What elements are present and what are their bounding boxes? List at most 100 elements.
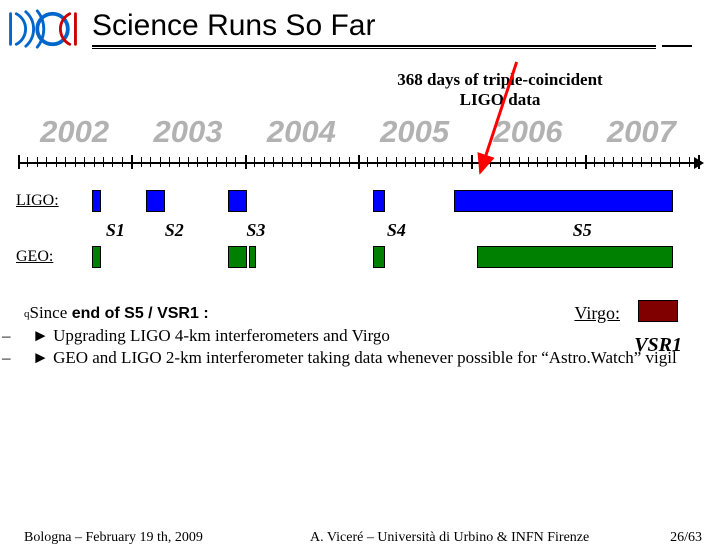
tick-minor <box>641 157 642 167</box>
tick-minor <box>386 157 387 167</box>
tick-minor <box>519 157 520 167</box>
tick-minor <box>94 157 95 167</box>
tick-minor <box>273 157 274 167</box>
run-bar <box>373 190 385 212</box>
tick-minor <box>103 157 104 167</box>
tick-minor <box>689 157 690 167</box>
tick-minor <box>632 157 633 167</box>
title-wrap: Science Runs So Far <box>82 9 716 49</box>
run-name-label: S2 <box>165 220 184 241</box>
tick-minor <box>216 157 217 167</box>
tick-minor <box>264 157 265 167</box>
tick-minor <box>46 157 47 167</box>
tick-minor <box>462 157 463 167</box>
note-item: –► Upgrading LIGO 4-km interferometers a… <box>24 325 696 347</box>
tick-minor <box>84 157 85 167</box>
run-name-label: S1 <box>106 220 125 241</box>
tick-minor <box>575 157 576 167</box>
year-label: 2005 <box>380 114 449 150</box>
note-items: –► Upgrading LIGO 4-km interferometers a… <box>24 325 696 369</box>
ligo-row: LIGO: <box>18 190 702 218</box>
run-name-label: S3 <box>246 220 265 241</box>
tick-major <box>18 155 20 169</box>
tick-minor <box>330 157 331 167</box>
tick-minor <box>396 157 397 167</box>
year-label: 2006 <box>494 114 563 150</box>
year-label: 2004 <box>267 114 336 150</box>
tick-minor <box>27 157 28 167</box>
tick-minor <box>405 157 406 167</box>
tick-minor <box>65 157 66 167</box>
run-name-label: S5 <box>573 220 592 241</box>
tick-major <box>698 155 700 169</box>
tick-minor <box>75 157 76 167</box>
ligo-logo <box>4 8 82 50</box>
tick-minor <box>349 157 350 167</box>
note-lead-bold: end of S5 / VSR1 : <box>67 305 208 322</box>
tick-minor <box>566 157 567 167</box>
run-bar <box>228 190 247 212</box>
notes-block: qSince end of S5 / VSR1 : –► Upgrading L… <box>24 302 696 369</box>
tick-minor <box>377 157 378 167</box>
tick-minor <box>282 157 283 167</box>
timeline: 200220032004200520062007 <box>18 114 702 178</box>
tick-major <box>358 155 360 169</box>
tick-minor <box>37 157 38 167</box>
tick-minor <box>179 157 180 167</box>
year-label: 2002 <box>40 114 109 150</box>
tick-minor <box>424 157 425 167</box>
tick-minor <box>500 157 501 167</box>
tick-minor <box>367 157 368 167</box>
run-bar <box>146 190 165 212</box>
run-bar <box>249 246 256 268</box>
tick-minor <box>622 157 623 167</box>
runs-area: LIGO: S1 S2 S3 S4 S5 GEO: <box>18 190 702 274</box>
tick-minor <box>528 157 529 167</box>
geo-label: GEO: <box>16 248 53 266</box>
tick-minor <box>443 157 444 167</box>
footer-left: Bologna – February 19 th, 2009 <box>24 530 203 546</box>
tick-minor <box>188 157 189 167</box>
tick-minor <box>160 157 161 167</box>
tick-minor <box>490 157 491 167</box>
tick-major <box>471 155 473 169</box>
note-item: –► GEO and LIGO 2-km interferometer taki… <box>24 347 696 369</box>
tick-minor <box>320 157 321 167</box>
caption-line2: LIGO data <box>460 90 541 109</box>
tick-minor <box>660 157 661 167</box>
tick-major <box>131 155 133 169</box>
year-label: 2007 <box>607 114 676 150</box>
tick-minor <box>594 157 595 167</box>
tick-minor <box>301 157 302 167</box>
tick-minor <box>311 157 312 167</box>
tick-minor <box>112 157 113 167</box>
tick-minor <box>556 157 557 167</box>
tick-minor <box>235 157 236 167</box>
run-bar <box>228 246 247 268</box>
tick-major <box>585 155 587 169</box>
ligo-label: LIGO: <box>16 192 59 210</box>
geo-row: GEO: <box>18 246 702 274</box>
footer-center: A. Viceré – Università di Urbino & INFN … <box>310 530 589 546</box>
run-name-label: S4 <box>387 220 406 241</box>
timeline-axis <box>18 152 702 176</box>
tick-minor <box>122 157 123 167</box>
tick-minor <box>670 157 671 167</box>
vsr1-label: VSR1 <box>634 332 682 358</box>
tick-minor <box>613 157 614 167</box>
virgo-run-bar <box>638 300 678 322</box>
tick-minor <box>679 157 680 167</box>
tick-minor <box>481 157 482 167</box>
run-bar <box>92 246 101 268</box>
tick-minor <box>339 157 340 167</box>
tick-minor <box>452 157 453 167</box>
tick-minor <box>207 157 208 167</box>
tick-minor <box>292 157 293 167</box>
coincidence-caption: 368 days of triple-coincident LIGO data <box>280 70 720 110</box>
run-bar <box>92 190 101 212</box>
tick-minor <box>509 157 510 167</box>
tick-minor <box>537 157 538 167</box>
tick-minor <box>169 157 170 167</box>
run-bar <box>454 190 673 212</box>
run-bar <box>477 246 673 268</box>
